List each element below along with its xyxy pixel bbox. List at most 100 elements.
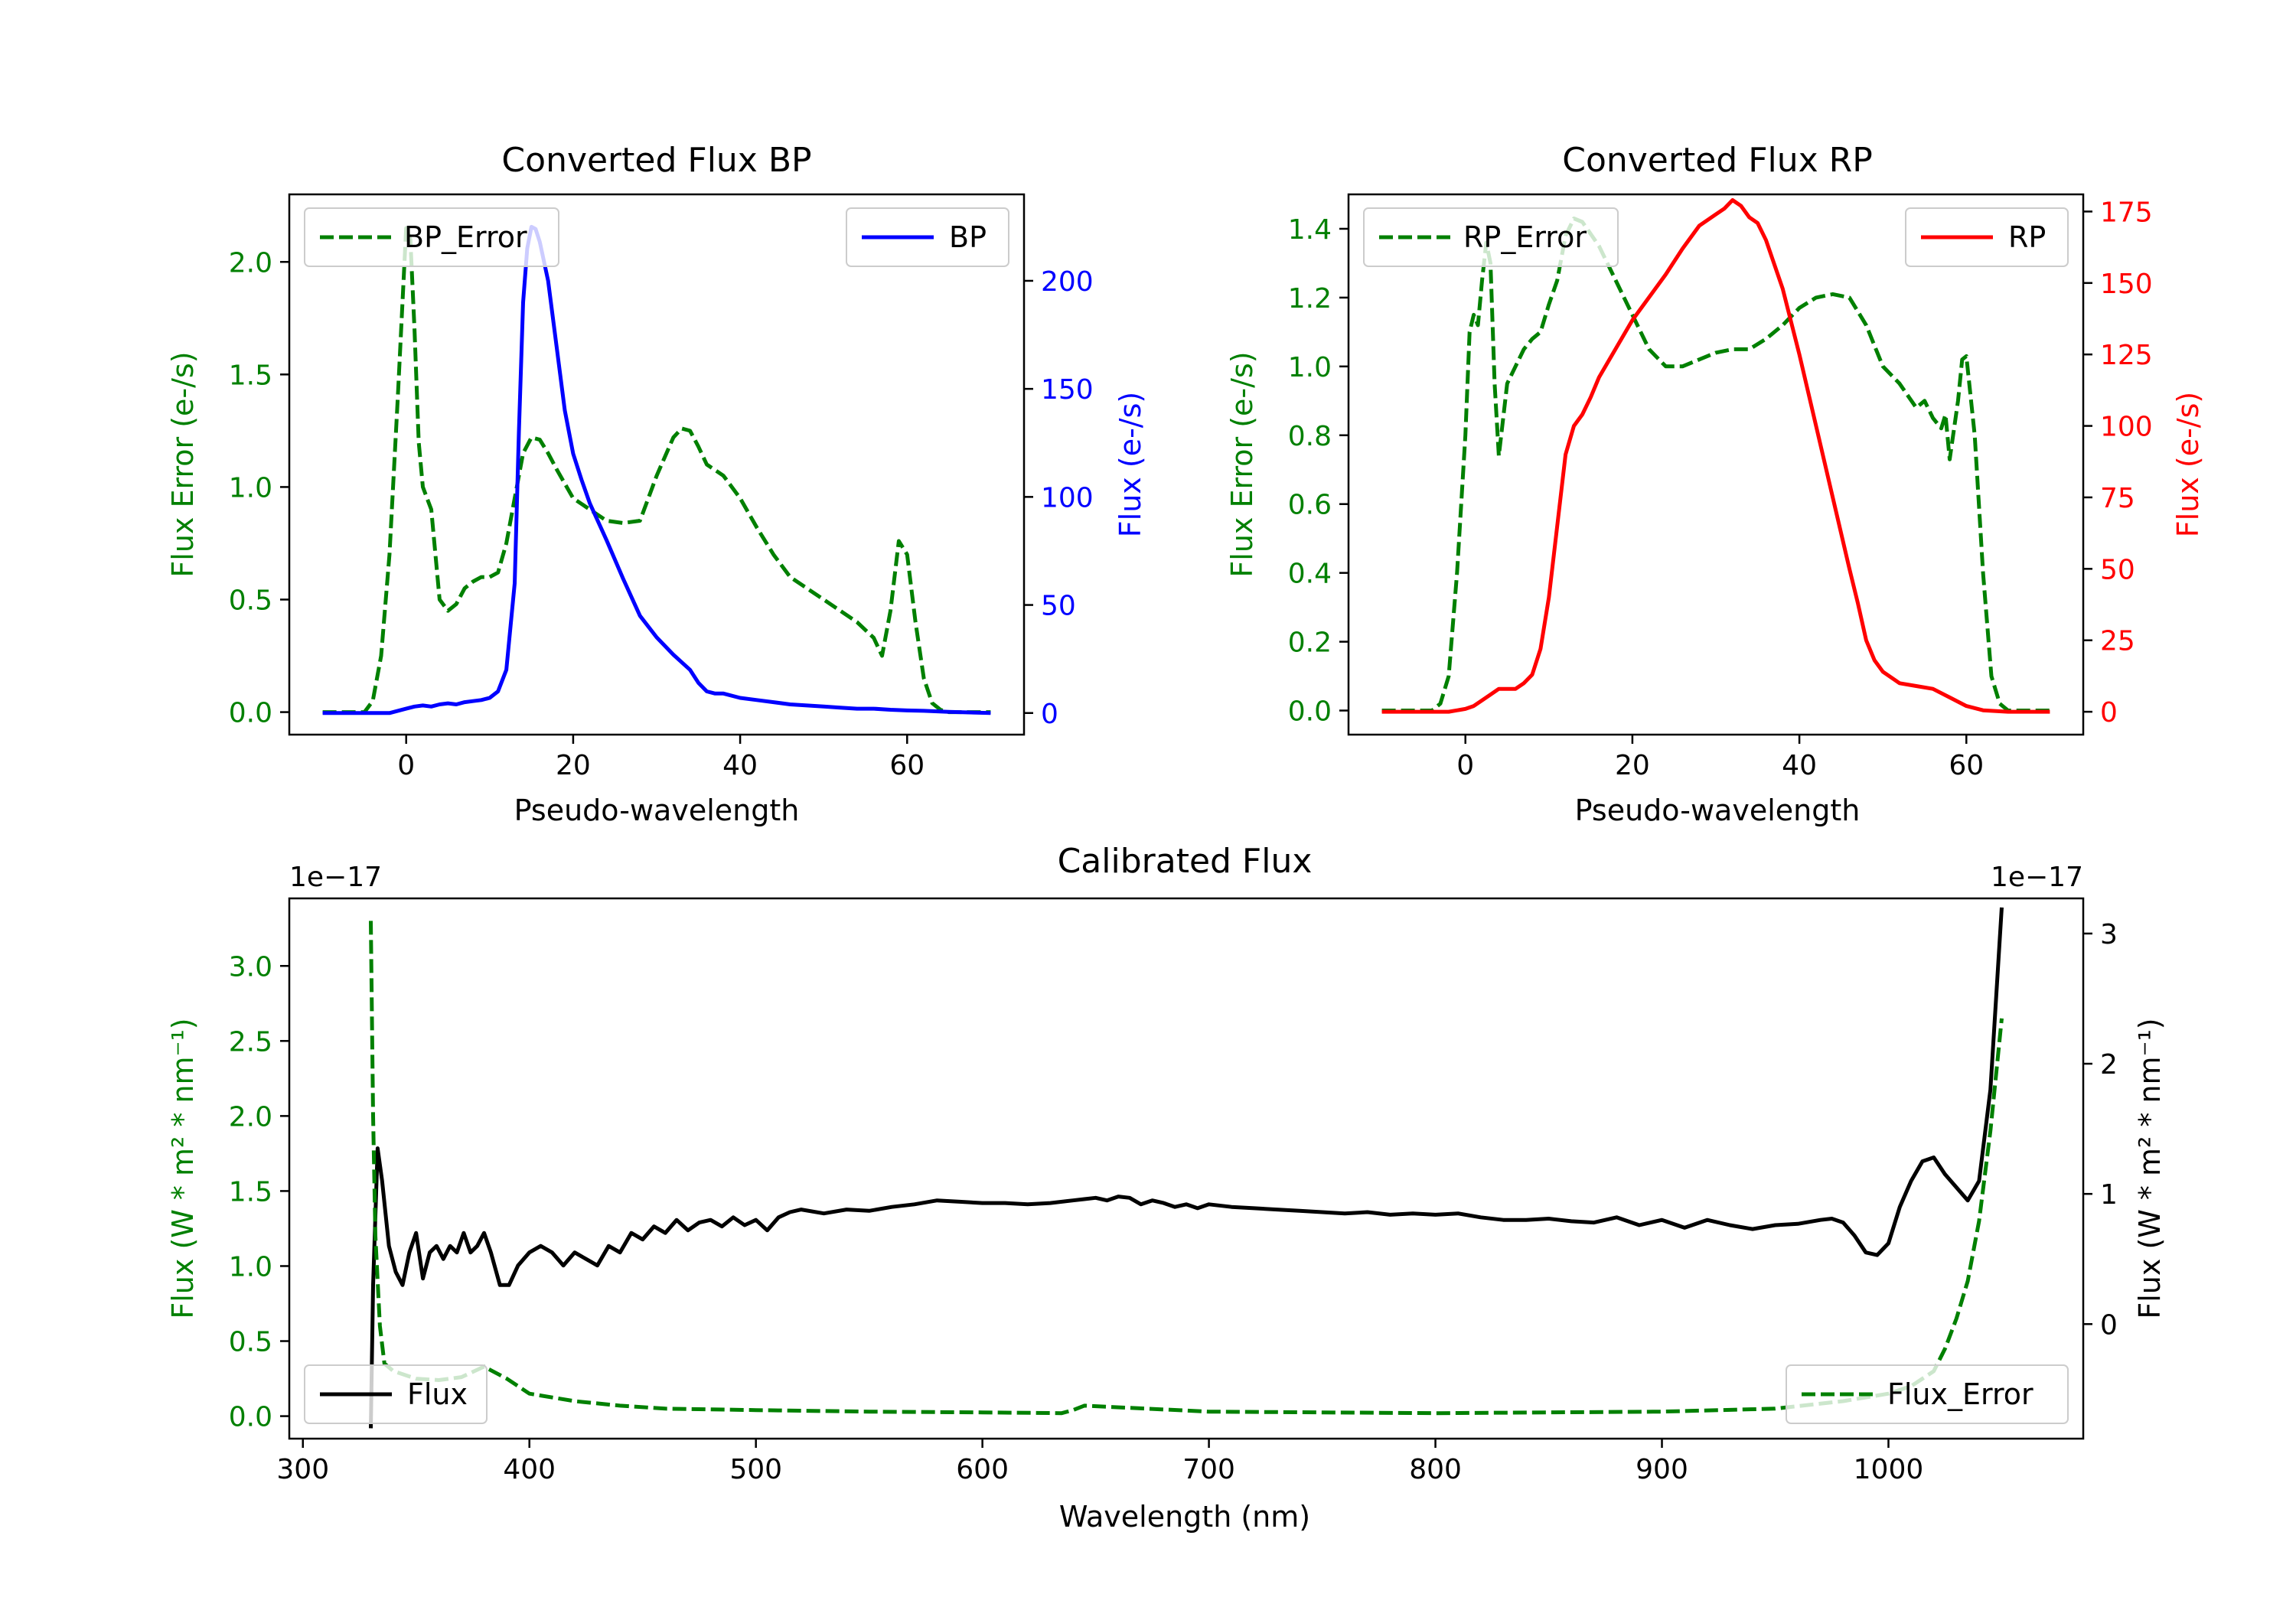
bp-x-tick-label: 40: [722, 750, 758, 781]
rp-left-ticks: 0.0 0.2 0.4 0.6 0.8 1.0 1.2 1.4: [1288, 214, 1349, 728]
cal-plot-area: [288, 897, 2085, 1440]
rp-title: Converted Flux RP: [1562, 141, 1873, 180]
rp-left-tick-label: 1.4: [1288, 214, 1332, 246]
bp-x-tick-label: 0: [397, 750, 415, 781]
rp-x-tick-label: 0: [1456, 750, 1474, 781]
rp-series-rp: [1381, 198, 2050, 714]
bp-left-ticks: 0.0 0.5 1.0 1.5 2.0: [229, 247, 289, 729]
rp-plot-area: [1347, 193, 2085, 736]
cal-left-tick-label: 3.0: [229, 951, 272, 983]
rp-right-tick-label: 125: [2100, 340, 2153, 371]
rp-legend-right-label: RP: [2008, 220, 2046, 254]
bp-x-tick-label: 20: [556, 750, 591, 781]
cal-left-tick-label: 0.0: [229, 1402, 272, 1433]
bp-left-tick-label: 0.0: [229, 698, 272, 729]
cal-series-flux: [369, 907, 2004, 1429]
rp-left-tick-label: 0.4: [1288, 559, 1332, 590]
rp-flux-series: [1381, 198, 2050, 714]
bp-legend-left: BP_Error: [304, 207, 559, 267]
cal-right-offset: 1e−17: [1991, 862, 2083, 893]
rp-left-tick-label: 0.8: [1288, 421, 1332, 452]
bp-left-tick-label: 1.5: [229, 360, 272, 391]
bp-right-tick-label: 50: [1041, 591, 1076, 622]
cal-left-y-label: Flux (W * m² * nm⁻¹): [166, 1018, 200, 1319]
cal-left-ticks: 0.0 0.5 1.0 1.5 2.0 2.5 3.0: [229, 951, 289, 1433]
bp-right-y-label: Flux (e-/s): [1114, 392, 1147, 537]
panel-rp: Converted Flux RP 0 20 40 60 0.00.20.40.60.…: [1225, 141, 2205, 827]
rp-right-tick-label: 75: [2100, 483, 2135, 514]
cal-right-tick-label: 3: [2100, 919, 2118, 950]
cal-legend-right-label: Flux_Error: [1887, 1377, 2033, 1411]
panel-calibrated: Calibrated Flux 1e−17 1e−17 300 400 500 600…: [166, 842, 2167, 1534]
rp-right-ticks: 0 25 50 75 100 125 150 175: [2083, 197, 2153, 729]
panel-bp: Converted Flux BP 0 20 40 60 0.0 0.5 1.0 1.5 2.…: [166, 141, 1147, 827]
rp-legend-right: RP: [1905, 207, 2069, 267]
cal-right-tick-label: 1: [2100, 1179, 2118, 1211]
bp-left-y-label: Flux Error (e-/s): [166, 351, 200, 577]
rp-legend-left: RP_Error: [1363, 207, 1619, 267]
cal-x-ticks: 300 400 500 600 700 800 900 1000: [276, 1439, 1923, 1485]
bp-legend-right: BP: [846, 207, 1009, 267]
bp-right-tick-label: 0: [1041, 699, 1058, 730]
rp-right-tick-label: 0: [2100, 697, 2118, 729]
rp-x-tick-label: 20: [1615, 750, 1650, 781]
cal-x-tick-label: 800: [1409, 1454, 1462, 1485]
cal-left-tick-label: 1.0: [229, 1251, 272, 1283]
bp-right-tick-label: 100: [1041, 482, 1094, 513]
bp-plot-area: [288, 193, 1026, 736]
rp-left-tick-label: 0.0: [1288, 696, 1332, 728]
bp-right-ticks: 0 50 100 150 200: [1024, 266, 1094, 730]
cal-x-tick-label: 300: [276, 1454, 329, 1485]
rp-left-tick-label: 1.2: [1288, 283, 1332, 315]
rp-right-y-label: Flux (e-/s): [2171, 392, 2205, 537]
rp-right-tick-label: 25: [2100, 626, 2135, 657]
cal-left-tick-label: 0.5: [229, 1327, 272, 1358]
cal-error-series: [369, 921, 2004, 1416]
cal-x-tick-label: 1000: [1854, 1454, 1924, 1485]
bp-series-bp: [322, 224, 991, 715]
rp-left-y-label: Flux Error (e-/s): [1225, 351, 1259, 577]
cal-legend-left: Flux: [304, 1364, 488, 1424]
cal-x-tick-label: 600: [956, 1454, 1009, 1485]
bp-left-tick-label: 2.0: [229, 247, 272, 279]
cal-right-tick-label: 0: [2100, 1309, 2118, 1341]
rp-left-tick-label: 0.6: [1288, 490, 1332, 521]
cal-left-offset: 1e−17: [289, 862, 382, 893]
rp-x-ticks: 0 20 40 60: [1456, 735, 1984, 781]
rp-series-rp-error: [1381, 217, 2050, 712]
rp-x-tick-label: 60: [1949, 750, 1984, 781]
cal-left-tick-label: 2.0: [229, 1101, 272, 1133]
bp-legend-right-label: BP: [949, 220, 987, 254]
bp-x-tick-label: 60: [889, 750, 925, 781]
cal-x-tick-label: 900: [1636, 1454, 1688, 1485]
cal-x-tick-label: 700: [1182, 1454, 1235, 1485]
cal-legend-left-label: Flux: [407, 1377, 468, 1411]
bp-left-tick-label: 1.0: [229, 472, 272, 504]
cal-x-tick-label: 400: [503, 1454, 556, 1485]
cal-title: Calibrated Flux: [1058, 842, 1313, 881]
rp-error-series: [1381, 217, 2050, 712]
rp-x-label: Pseudo-wavelength: [1575, 794, 1861, 827]
rp-right-tick-label: 175: [2100, 197, 2153, 228]
rp-right-tick-label: 100: [2100, 412, 2153, 443]
cal-x-tick-label: 500: [729, 1454, 782, 1485]
rp-legend-left-label: RP_Error: [1463, 220, 1587, 254]
bp-right-tick-label: 150: [1041, 374, 1094, 406]
bp-error-series: [322, 226, 991, 715]
cal-legend-right: Flux_Error: [1786, 1364, 2069, 1424]
cal-series-flux-error: [369, 921, 2004, 1416]
bp-flux-series: [322, 224, 991, 715]
cal-flux-series: [369, 907, 2004, 1429]
bp-x-label: Pseudo-wavelength: [514, 794, 800, 827]
rp-right-tick-label: 150: [2100, 269, 2153, 300]
bp-title: Converted Flux BP: [501, 141, 811, 180]
bp-legend-left-label: BP_Error: [404, 220, 527, 254]
bp-left-tick-label: 0.5: [229, 585, 272, 617]
bp-right-tick-label: 200: [1041, 266, 1094, 298]
rp-left-tick-label: 1.0: [1288, 352, 1332, 383]
cal-right-tick-label: 2: [2100, 1049, 2118, 1081]
cal-right-y-label: Flux (W * m² * nm⁻¹): [2133, 1018, 2167, 1319]
cal-x-label: Wavelength (nm): [1059, 1500, 1310, 1534]
bp-series-bp-error: [322, 226, 991, 715]
